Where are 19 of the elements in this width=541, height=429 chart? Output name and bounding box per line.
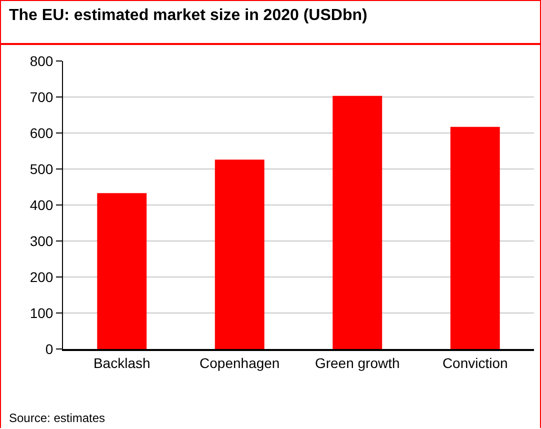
x-tick-label: Backlash xyxy=(93,354,150,371)
y-tick-label: 600 xyxy=(30,124,54,141)
y-tick-label: 400 xyxy=(30,196,54,213)
bar xyxy=(450,126,500,349)
x-tick-label: Copenhagen xyxy=(200,354,280,371)
bar xyxy=(97,193,147,349)
y-tick-label: 200 xyxy=(30,268,54,285)
x-tick-label: Green growth xyxy=(314,354,400,371)
y-tick-label: 700 xyxy=(30,88,54,105)
bar xyxy=(332,96,382,349)
y-tick-label: 0 xyxy=(45,340,54,357)
y-tick-label: 100 xyxy=(30,304,54,321)
x-tick-label: Conviction xyxy=(442,354,508,371)
y-tick-label: 500 xyxy=(30,160,54,177)
chart-title: The EU: estimated market size in 2020 (USDbn) xyxy=(9,7,368,25)
y-tick-label: 300 xyxy=(30,232,54,249)
source-note: Source: estimates xyxy=(9,411,106,425)
bar xyxy=(214,160,264,349)
y-tick-label: 800 xyxy=(30,52,54,69)
